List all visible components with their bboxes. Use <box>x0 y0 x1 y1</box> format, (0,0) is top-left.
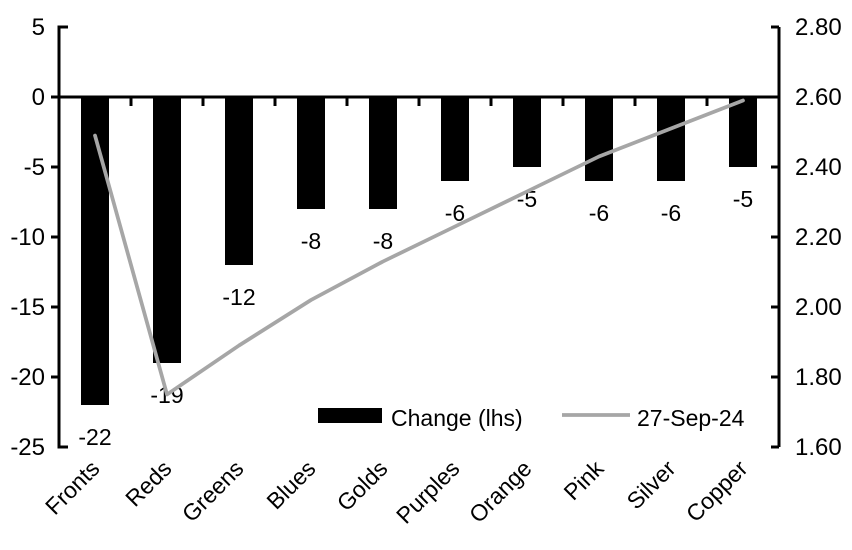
category-label-pink: Pink <box>559 455 609 505</box>
bar-label: -5 <box>733 186 753 212</box>
bar-series <box>81 97 757 405</box>
bar-label: -22 <box>78 424 111 450</box>
bar-fronts <box>81 97 109 405</box>
legend-label-change-lhs: Change (lhs) <box>391 405 523 431</box>
left-axis-tick-label: -20 <box>10 364 45 391</box>
legend-bar-swatch <box>318 408 382 423</box>
bar-label: -6 <box>445 200 465 226</box>
right-axis-tick-label: 2.60 <box>795 84 842 111</box>
category-label-greens: Greens <box>177 455 249 527</box>
right-axis-tick-label: 2.80 <box>795 14 842 41</box>
category-label-copper: Copper <box>681 455 753 527</box>
right-axis-tick-label: 1.60 <box>795 434 842 461</box>
category-label-fronts: Fronts <box>40 455 104 519</box>
left-axis-tick-label: -10 <box>10 224 45 251</box>
category-label-silver: Silver <box>621 455 680 514</box>
bar-reds <box>153 97 181 363</box>
right-axis-labels: 2.80 2.60 2.40 2.20 2.00 1.80 1.60 <box>795 14 842 461</box>
bar-label: -6 <box>589 200 609 226</box>
bar-label: -8 <box>373 228 393 254</box>
right-axis-tick-label: 2.40 <box>795 154 842 181</box>
bar-silver <box>657 97 685 181</box>
line-series <box>93 98 745 397</box>
right-axis-tick-label: 2.20 <box>795 224 842 251</box>
bar-blues <box>297 97 325 209</box>
category-label-purples: Purples <box>391 455 465 529</box>
bar-purples <box>441 97 469 181</box>
legend-label-27-sep-24: 27-Sep-24 <box>637 405 745 431</box>
bar-greens <box>225 97 253 265</box>
left-axis-tick-label: 0 <box>32 84 45 111</box>
left-axis-tick-label: -5 <box>24 154 45 181</box>
left-axis-tick-label: 5 <box>32 14 45 41</box>
left-axis-line <box>57 25 68 449</box>
bar-label: -8 <box>301 228 321 254</box>
right-axis-tick-label: 2.00 <box>795 294 842 321</box>
bar-pink <box>585 97 613 181</box>
left-axis-tick-label: -25 <box>10 434 45 461</box>
left-axis-labels: 5 0 -5 -10 -15 -20 -25 <box>10 14 45 461</box>
legend: Change (lhs) 27-Sep-24 <box>318 405 745 431</box>
bar-golds <box>369 97 397 209</box>
category-label-reds: Reds <box>120 455 176 511</box>
bar-label: -12 <box>222 284 255 310</box>
bar-label: -6 <box>661 200 681 226</box>
left-axis-tick-label: -15 <box>10 294 45 321</box>
category-label-orange: Orange <box>464 455 537 528</box>
bar-orange <box>513 97 541 167</box>
category-label-golds: Golds <box>332 455 393 516</box>
axes <box>51 25 781 449</box>
bar-copper <box>729 97 757 167</box>
right-axis-tick-label: 1.80 <box>795 364 842 391</box>
category-label-blues: Blues <box>261 455 320 514</box>
